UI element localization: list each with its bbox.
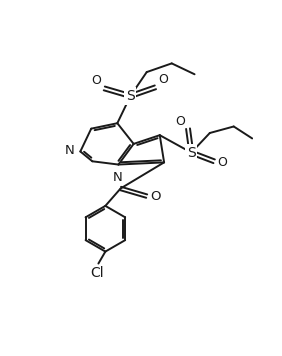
Text: O: O bbox=[91, 74, 101, 87]
Text: N: N bbox=[113, 171, 123, 184]
Text: N: N bbox=[65, 144, 74, 157]
Text: O: O bbox=[217, 156, 227, 169]
Text: S: S bbox=[187, 146, 196, 159]
Text: Cl: Cl bbox=[90, 266, 103, 280]
Text: O: O bbox=[150, 190, 160, 203]
Text: O: O bbox=[159, 73, 169, 86]
Text: S: S bbox=[126, 89, 135, 103]
Text: O: O bbox=[175, 115, 185, 127]
